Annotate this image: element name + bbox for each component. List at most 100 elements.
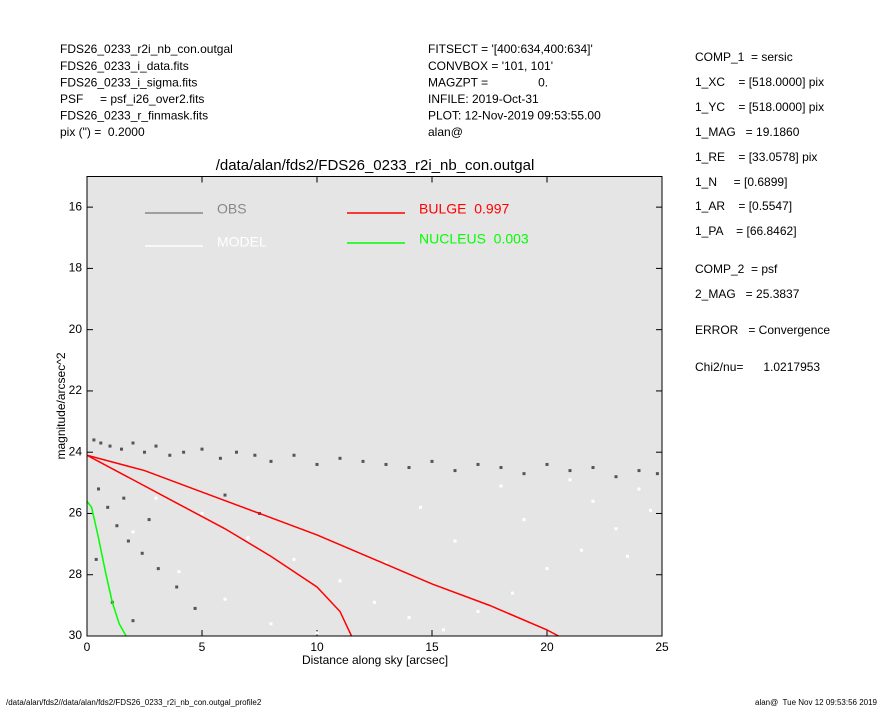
y-tick-label: 18 (69, 261, 83, 275)
data-point (384, 560, 388, 564)
header-left-line: FDS26_0233_r2i_nb_con.outgal (60, 42, 233, 56)
data-point (177, 570, 181, 574)
data-point (614, 527, 618, 531)
model-curve (87, 454, 559, 636)
data-point (200, 447, 204, 451)
data-point (407, 616, 411, 620)
data-point (131, 530, 135, 534)
x-axis-label: Distance along sky [arcsec] (302, 653, 448, 667)
header-left-line: pix (") = 0.2000 (60, 125, 145, 139)
header-right-line: 1_XC = [518.0000] pix (695, 75, 824, 89)
data-point (626, 554, 629, 558)
legend-label: NUCLEUS 0.003 (419, 231, 529, 247)
header-right-line: 1_PA = [66.8462] (695, 224, 797, 238)
y-tick-label: 20 (69, 322, 83, 336)
data-point (511, 591, 514, 595)
data-point (140, 551, 144, 555)
footer-left: /data/alan/fds2//data/alan/fds2/FDS26_02… (6, 698, 262, 707)
data-point (168, 453, 172, 457)
data-point (655, 472, 659, 476)
data-point (143, 450, 146, 454)
data-point (122, 496, 126, 500)
data-point (126, 539, 130, 543)
legend-label: MODEL (217, 234, 267, 250)
data-point (591, 466, 595, 470)
data-point (568, 478, 572, 482)
data-point (292, 453, 296, 457)
y-axis-label: magnitude/arcsec^2 (54, 352, 68, 459)
x-tick-label: 20 (540, 640, 554, 654)
header-left-line: FDS26_0233_i_sigma.fits (60, 75, 197, 89)
data-point (637, 487, 641, 491)
data-point (269, 459, 273, 463)
data-point (453, 469, 457, 473)
header-right-line: COMP_2 = psf (695, 262, 778, 276)
header-middle-line: alan@ (428, 125, 463, 139)
data-point (545, 567, 549, 571)
data-point (476, 462, 480, 466)
data-point (175, 585, 179, 589)
data-point (223, 493, 227, 497)
data-point (476, 609, 480, 613)
x-tick-label: 25 (655, 640, 669, 654)
data-point (637, 469, 641, 473)
data-point (522, 518, 526, 522)
footer-right: alan@ Tue Nov 12 09:53:56 2019 (755, 698, 878, 707)
header-middle-line: INFILE: 2019-Oct-31 (428, 92, 539, 106)
header-right-line: 1_YC = [518.0000] pix (695, 100, 824, 114)
data-point (156, 567, 160, 571)
header-middle-line: PLOT: 12-Nov-2019 09:53:55.00 (428, 109, 601, 123)
data-point (453, 539, 457, 543)
data-point (649, 508, 652, 512)
data-point (580, 548, 583, 552)
data-point (419, 505, 422, 509)
header-left-line: PSF = psf_i26_over2.fits (60, 92, 204, 106)
data-point (246, 536, 250, 540)
data-point (614, 475, 618, 479)
x-tick-label: 10 (310, 640, 324, 654)
data-point (94, 557, 98, 561)
y-tick-label: 26 (69, 506, 83, 520)
data-point (182, 450, 186, 454)
data-point (200, 511, 204, 515)
data-point (193, 606, 197, 610)
header-right-line: COMP_1 = sersic (695, 50, 793, 64)
data-point (315, 631, 319, 635)
data-point (154, 496, 158, 500)
data-point (292, 557, 296, 561)
data-point (338, 456, 342, 460)
data-point (384, 462, 388, 466)
data-point (522, 472, 526, 476)
data-point (568, 469, 572, 473)
header-middle-line: MAGZPT = 0. (428, 75, 548, 89)
header-right-line: 2_MAG = 25.3837 (695, 287, 800, 301)
data-point (545, 462, 549, 466)
y-tick-label: 22 (69, 383, 83, 397)
data-point (131, 441, 135, 445)
x-tick-label: 0 (84, 640, 91, 654)
data-point (361, 459, 365, 463)
header-right-line: 1_N = [0.6899] (695, 175, 787, 189)
data-point (253, 453, 257, 457)
data-point (591, 499, 595, 503)
data-point (407, 466, 411, 470)
header-middle-line: FITSECT = '[400:634,400:634]' (428, 42, 593, 56)
data-point (499, 484, 503, 488)
y-tick-label: 24 (69, 444, 83, 458)
y-tick-label: 28 (69, 567, 83, 581)
x-tick-label: 15 (425, 640, 439, 654)
data-point (430, 459, 434, 463)
header-left-line: FDS26_0233_r_finmask.fits (60, 109, 208, 123)
data-point (97, 487, 100, 491)
chart-title: /data/alan/fds2/FDS26_0233_r2i_nb_con.ou… (216, 157, 535, 174)
header-right-line: 1_AR = [0.5547] (695, 199, 792, 213)
y-tick-label: 30 (69, 628, 83, 642)
data-point (99, 441, 103, 445)
data-point (106, 505, 110, 509)
data-point (235, 450, 238, 454)
header-right-line: Chi2/nu= 1.0217953 (695, 360, 820, 374)
header-middle-line: CONVBOX = '101, 101' (428, 59, 553, 73)
legend-label: BULGE 0.997 (419, 201, 509, 217)
data-point (373, 600, 376, 604)
